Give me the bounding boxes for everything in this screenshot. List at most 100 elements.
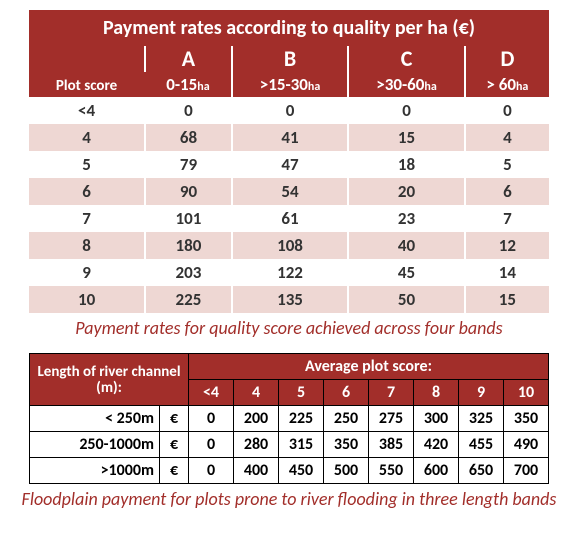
score-header-cell: 8 (414, 380, 459, 406)
value-cell: 0 (348, 97, 465, 124)
value-cell: 280 (234, 432, 279, 458)
band-B-letter: B (232, 46, 349, 72)
value-cell: 41 (232, 124, 349, 151)
band-C-range: >30-60ha (348, 72, 465, 97)
table-row: 81801084012 (29, 232, 549, 259)
band-B-range: >15-30ha (232, 72, 349, 97)
value-cell: 90 (145, 178, 232, 205)
value-cell: 47 (232, 151, 349, 178)
score-cell: 10 (29, 286, 145, 313)
table-row: 92031224514 (29, 259, 549, 286)
table-row: >1000m€0400450500550600650700 (30, 458, 549, 484)
band-A-letter: A (145, 46, 232, 72)
value-cell: 225 (279, 406, 324, 432)
band-D-range: > 60ha (465, 72, 549, 97)
score-cell: 8 (29, 232, 145, 259)
value-cell: 122 (232, 259, 349, 286)
value-cell: 455 (459, 432, 504, 458)
payment-rates-table: Payment rates according to quality per h… (29, 10, 549, 313)
score-header-cell: 6 (324, 380, 369, 406)
score-header-cell: 5 (279, 380, 324, 406)
score-header-cell: 7 (369, 380, 414, 406)
value-cell: 0 (145, 97, 232, 124)
value-cell: 0 (189, 458, 234, 484)
value-cell: 385 (369, 432, 414, 458)
value-cell: 350 (324, 432, 369, 458)
table2-caption: Floodplain payment for plots prone to ri… (10, 488, 568, 510)
length-header: Length of river channel (m): (30, 354, 189, 406)
value-cell: 108 (232, 232, 349, 259)
value-cell: 450 (279, 458, 324, 484)
value-cell: 0 (465, 97, 549, 124)
currency-cell: € (160, 458, 189, 484)
value-cell: 650 (459, 458, 504, 484)
value-cell: 315 (279, 432, 324, 458)
floodplain-payment-table: Length of river channel (m): Average plo… (29, 353, 549, 484)
value-cell: 7 (465, 205, 549, 232)
value-cell: 275 (369, 406, 414, 432)
score-cell: 7 (29, 205, 145, 232)
avg-score-header: Average plot score: (189, 354, 549, 380)
value-cell: 400 (234, 458, 279, 484)
length-label-cell: 250-1000m (30, 432, 160, 458)
value-cell: 20 (348, 178, 465, 205)
table1-caption: Payment rates for quality score achieved… (10, 317, 568, 339)
value-cell: 0 (189, 406, 234, 432)
score-header-cell: 10 (504, 380, 549, 406)
score-cell: <4 (29, 97, 145, 124)
length-label-cell: < 250m (30, 406, 160, 432)
score-cell: 4 (29, 124, 145, 151)
table-row: 250-1000m€0280315350385420455490 (30, 432, 549, 458)
value-cell: 101 (145, 205, 232, 232)
table-row: <40000 (29, 97, 549, 124)
value-cell: 0 (232, 97, 349, 124)
band-A-range: 0-15ha (145, 72, 232, 97)
value-cell: 61 (232, 205, 349, 232)
value-cell: 14 (465, 259, 549, 286)
score-cell: 5 (29, 151, 145, 178)
score-header-cell: 9 (459, 380, 504, 406)
currency-cell: € (160, 432, 189, 458)
score-cell: 9 (29, 259, 145, 286)
value-cell: 203 (145, 259, 232, 286)
value-cell: 325 (459, 406, 504, 432)
value-cell: 135 (232, 286, 349, 313)
score-header-cell: 4 (234, 380, 279, 406)
score-header-cell: <4 (189, 380, 234, 406)
value-cell: 180 (145, 232, 232, 259)
plot-score-header: Plot score (29, 46, 145, 97)
value-cell: 700 (504, 458, 549, 484)
value-cell: 40 (348, 232, 465, 259)
currency-cell: € (160, 406, 189, 432)
table1-title: Payment rates according to quality per h… (29, 10, 549, 46)
value-cell: 12 (465, 232, 549, 259)
value-cell: 50 (348, 286, 465, 313)
value-cell: 4 (465, 124, 549, 151)
value-cell: 18 (348, 151, 465, 178)
value-cell: 15 (348, 124, 465, 151)
value-cell: 225 (145, 286, 232, 313)
value-cell: 600 (414, 458, 459, 484)
value-cell: 250 (324, 406, 369, 432)
table-row: 710161237 (29, 205, 549, 232)
value-cell: 500 (324, 458, 369, 484)
value-cell: 0 (189, 432, 234, 458)
table-row: 102251355015 (29, 286, 549, 313)
table-row: 69054206 (29, 178, 549, 205)
score-cell: 6 (29, 178, 145, 205)
value-cell: 23 (348, 205, 465, 232)
band-D-letter: D (465, 46, 549, 72)
band-C-letter: C (348, 46, 465, 72)
length-label-cell: >1000m (30, 458, 160, 484)
value-cell: 300 (414, 406, 459, 432)
value-cell: 45 (348, 259, 465, 286)
value-cell: 68 (145, 124, 232, 151)
table-row: 46841154 (29, 124, 549, 151)
value-cell: 79 (145, 151, 232, 178)
value-cell: 420 (414, 432, 459, 458)
value-cell: 550 (369, 458, 414, 484)
value-cell: 15 (465, 286, 549, 313)
value-cell: 5 (465, 151, 549, 178)
value-cell: 54 (232, 178, 349, 205)
value-cell: 350 (504, 406, 549, 432)
